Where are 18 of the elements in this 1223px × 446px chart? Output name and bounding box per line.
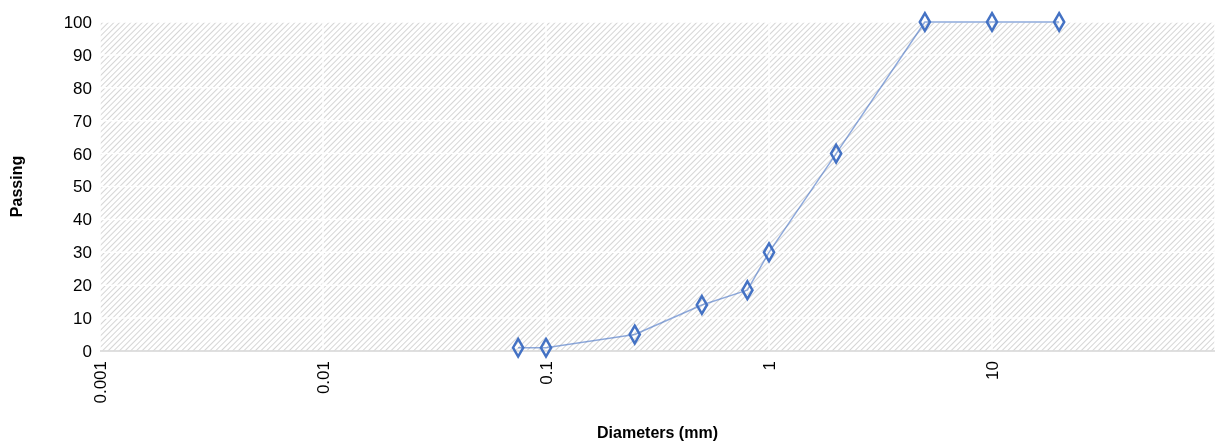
x-tick-label: 10 <box>982 361 1002 380</box>
y-tick-label: 40 <box>73 210 92 230</box>
x-axis-title: Diameters (mm) <box>597 424 718 441</box>
y-tick-label: 70 <box>73 111 92 131</box>
y-axis-title: Passing <box>8 155 25 218</box>
y-tick-label: 90 <box>73 45 92 65</box>
y-tick-label: 60 <box>73 144 92 164</box>
y-tick-label: 50 <box>73 177 92 197</box>
y-tick-label: 30 <box>73 243 92 263</box>
x-tick-label: 0.001 <box>90 361 110 404</box>
x-tick-label: 0.01 <box>313 361 333 395</box>
y-tick-label: 100 <box>63 12 92 32</box>
y-tick-label: 80 <box>73 78 92 98</box>
x-tick-label: 1 <box>759 361 779 371</box>
y-tick-label: 20 <box>73 276 92 296</box>
x-tick-label: 0.1 <box>536 361 556 385</box>
y-tick-label: 0 <box>82 341 92 361</box>
y-tick-label: 10 <box>73 309 92 329</box>
